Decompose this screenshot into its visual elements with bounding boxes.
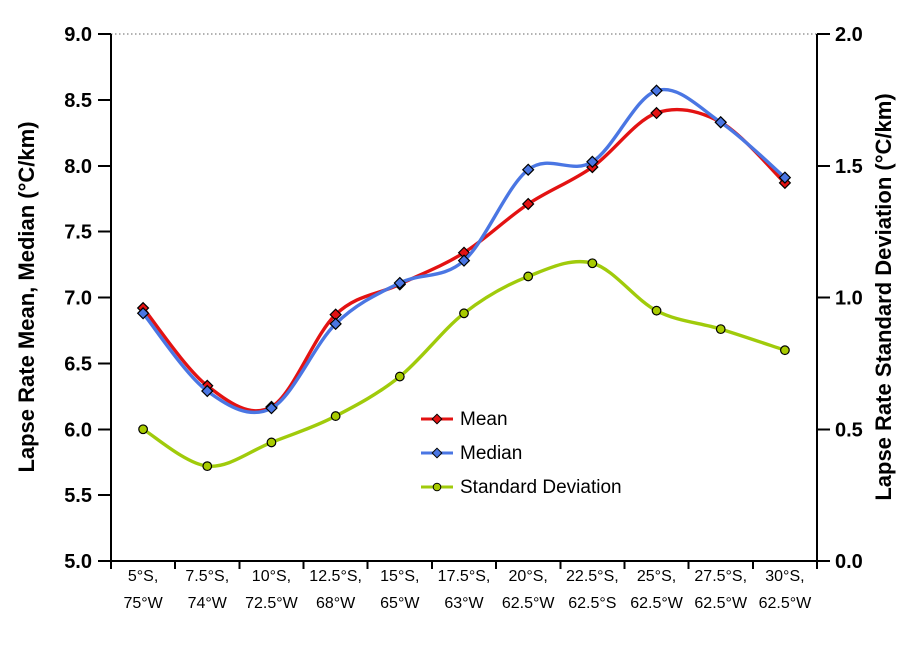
left-axis-tick-label: 8.0 [64, 156, 92, 178]
x-category-label-line2: 62.5°S [568, 595, 616, 612]
series-marker-median [329, 317, 342, 331]
x-category-label-line2: 72.5°W [245, 595, 299, 612]
series-marker-standard-deviation [587, 258, 598, 269]
standard-deviation-line-circle-icon [421, 482, 453, 492]
x-category-label-line1: 10°S, [252, 568, 291, 585]
series-marker-standard-deviation [394, 371, 405, 382]
x-category-label-line1: 5°S, [128, 568, 158, 585]
right-axis-tick-label: 0.5 [835, 419, 863, 441]
legend: Mean Median Standard Deviation [420, 402, 622, 504]
legend-item-median: Median [420, 436, 622, 470]
left-axis-tick-label: 7.0 [64, 288, 92, 310]
x-category-label-line2: 75°W [123, 595, 163, 612]
x-category-label-line1: 27.5°S, [694, 568, 747, 585]
x-category-label-line2: 63°W [444, 595, 484, 612]
series-marker-standard-deviation [266, 437, 277, 448]
series-marker-median [201, 384, 214, 398]
right-axis-tick-label: 2.0 [835, 24, 863, 46]
left-axis-tick-label: 6.0 [64, 419, 92, 441]
left-axis-tick-label: 7.5 [64, 222, 92, 244]
x-category-label-line2: 74°W [188, 595, 228, 612]
left-axis-tick-label: 9.0 [64, 24, 92, 46]
x-category-label-line1: 30°S, [765, 568, 804, 585]
left-axis-tick-label: 5.5 [64, 485, 92, 507]
series-marker-median [586, 155, 599, 169]
left-axis-title: Lapse Rate Mean, Median (°C/km) [14, 121, 39, 473]
median-line-diamond-icon [421, 447, 453, 459]
legend-label-standard-deviation: Standard Deviation [460, 476, 622, 498]
left-axis-tick-label: 5.0 [64, 551, 92, 573]
series-marker-median [714, 116, 727, 129]
series-marker-mean [521, 197, 535, 211]
series-marker-standard-deviation [459, 308, 469, 319]
x-category-label-line1: 20°S, [509, 568, 548, 585]
legend-label-mean: Mean [460, 408, 508, 430]
series-marker-standard-deviation [780, 345, 790, 356]
x-category-label-line2: 62.5°W [694, 595, 748, 612]
series-marker-mean [650, 106, 663, 120]
x-category-label-line1: 17.5°S, [438, 568, 491, 585]
series-marker-standard-deviation [651, 305, 662, 316]
x-category-label-line1: 7.5°S, [185, 568, 229, 585]
series-marker-standard-deviation [202, 461, 213, 472]
x-category-label-line1: 22.5°S, [566, 568, 619, 585]
x-category-label-line2: 62.5°W [502, 595, 556, 612]
series-marker-median [650, 84, 663, 97]
series-marker-standard-deviation [523, 271, 534, 282]
legend-item-standard-deviation: Standard Deviation [420, 470, 622, 504]
right-axis-tick-label: 1.0 [835, 288, 863, 310]
series-marker-median [521, 163, 535, 176]
series-marker-median [136, 307, 150, 320]
x-category-label-line1: 25°S, [637, 568, 676, 585]
right-axis-title: Lapse Rate Standard Deviation (°C/km) [871, 93, 896, 501]
left-axis-tick-label: 8.5 [64, 90, 92, 112]
series-marker-median [457, 254, 471, 267]
series-marker-median [393, 276, 407, 290]
right-axis-tick-label: 0.0 [835, 551, 863, 573]
x-category-label-line2: 68°W [316, 595, 356, 612]
x-category-label-line2: 65°W [380, 595, 420, 612]
series-marker-median [265, 401, 278, 415]
right-axis-tick-label: 1.5 [835, 156, 863, 178]
series-marker-standard-deviation [138, 424, 148, 435]
x-category-label-line1: 12.5°S, [309, 568, 362, 585]
series-marker-median [778, 171, 792, 184]
legend-item-mean: Mean [420, 402, 622, 436]
series-marker-standard-deviation [330, 411, 341, 421]
x-category-label-line2: 62.5°W [630, 595, 684, 612]
mean-line-diamond-icon [421, 413, 453, 425]
x-category-label-line2: 62.5°W [759, 595, 813, 612]
x-category-label-line1: 15°S, [380, 568, 419, 585]
legend-label-median: Median [460, 442, 523, 464]
left-axis-tick-label: 6.5 [64, 353, 92, 375]
series-marker-standard-deviation [715, 324, 726, 335]
